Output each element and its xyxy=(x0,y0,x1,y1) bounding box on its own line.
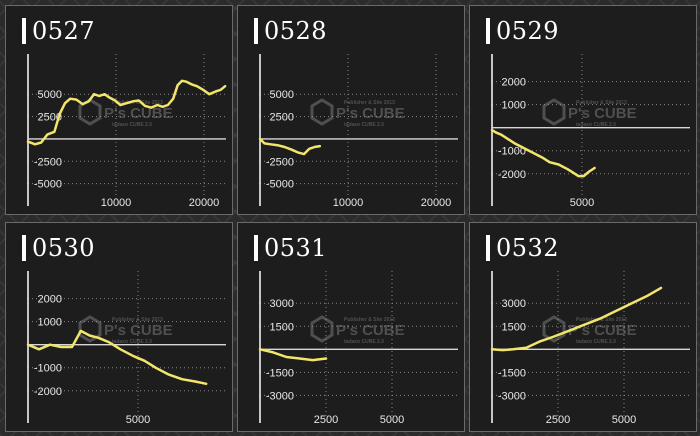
chart-title: 0529 xyxy=(496,17,560,45)
y-tick-label: -2000 xyxy=(498,169,526,181)
y-tick-label: 2000 xyxy=(38,294,62,306)
y-tick-label: -2000 xyxy=(34,386,62,398)
chart-title: 0531 xyxy=(264,234,328,262)
x-tick-label: 10000 xyxy=(101,197,132,209)
series-line xyxy=(490,128,596,178)
watermark-brand: P's CUBE xyxy=(336,105,405,122)
x-tick-label: 2500 xyxy=(314,414,338,426)
watermark-brand: P's CUBE xyxy=(568,322,637,339)
y-tick-label: -2500 xyxy=(34,156,62,168)
panel-0527: 0527 P's CUBE Publisher & Site 2013 tadaso… xyxy=(5,5,233,215)
watermark-brand: P's CUBE xyxy=(104,105,173,122)
y-tick-label: 2000 xyxy=(502,77,526,89)
watermark-line1: Publisher & Site 2013 xyxy=(576,317,627,323)
x-tick-label: 5000 xyxy=(380,414,404,426)
series-line xyxy=(26,329,208,386)
series-line xyxy=(258,348,328,362)
y-tick-label: -3000 xyxy=(498,390,526,402)
chart-title: 0528 xyxy=(264,17,328,45)
panel-0528: 0528 P's CUBE Publisher & Site 2013 tadaso… xyxy=(237,5,465,215)
y-tick-label: 1500 xyxy=(270,321,294,333)
watermark-brand: P's CUBE xyxy=(104,322,173,339)
watermark-line2: tadaso CUBE 2.0 xyxy=(344,122,384,128)
y-tick-label: -1500 xyxy=(498,367,526,379)
y-tick-label: -2500 xyxy=(266,156,294,168)
title-bar-icon xyxy=(486,18,490,44)
y-tick-label: -1000 xyxy=(498,146,526,158)
watermark-brand: P's CUBE xyxy=(568,105,637,122)
y-tick-label: 2500 xyxy=(270,112,294,124)
watermark-line1: Publisher & Site 2013 xyxy=(112,100,163,106)
watermark-cube-icon xyxy=(310,315,334,343)
panel-0531: 0531 P's CUBE Publisher & Site 2013 tadaso… xyxy=(237,222,465,432)
chart-title: 0532 xyxy=(496,234,560,262)
x-tick-label: 10000 xyxy=(333,197,364,209)
x-tick-label: 20000 xyxy=(421,197,452,209)
title-bar-icon xyxy=(254,18,258,44)
title-bar-icon xyxy=(254,235,258,261)
y-tick-label: 1500 xyxy=(502,321,526,333)
y-tick-label: 1000 xyxy=(502,100,526,112)
title-bar-icon xyxy=(486,235,490,261)
watermark-cube-icon xyxy=(542,315,566,343)
y-tick-label: -5000 xyxy=(34,179,62,191)
panel-0532: 0532 P's CUBE Publisher & Site 2013 tadaso… xyxy=(469,222,697,432)
title-bar-icon xyxy=(22,235,26,261)
y-tick-label: 2500 xyxy=(38,112,62,124)
y-tick-label: 3000 xyxy=(270,298,294,310)
y-tick-label: -1500 xyxy=(266,367,294,379)
y-tick-label: 1000 xyxy=(38,317,62,329)
watermark-cube-icon xyxy=(78,315,102,343)
y-tick-label: 5000 xyxy=(38,89,62,101)
watermark-cube-icon xyxy=(310,98,334,126)
chart-title: 0527 xyxy=(32,17,96,45)
watermark-line1: Publisher & Site 2013 xyxy=(344,317,395,323)
watermark-line2: tadaso CUBE 2.0 xyxy=(112,122,152,128)
series-line xyxy=(490,286,663,352)
y-tick-label: -1000 xyxy=(34,363,62,375)
watermark-line1: Publisher & Site 2013 xyxy=(344,100,395,106)
watermark-line1: Publisher & Site 2013 xyxy=(576,100,627,106)
y-tick-label: 5000 xyxy=(270,89,294,101)
x-tick-label: 20000 xyxy=(189,197,220,209)
chart-title: 0530 xyxy=(32,234,96,262)
watermark-brand: P's CUBE xyxy=(336,322,405,339)
y-tick-label: -5000 xyxy=(266,179,294,191)
watermark-line2: tadaso CUBE 2.0 xyxy=(112,339,152,345)
series-line xyxy=(26,79,227,146)
watermark-line2: tadaso CUBE 2.0 xyxy=(576,339,616,345)
y-tick-label: -3000 xyxy=(266,390,294,402)
watermark-line2: tadaso CUBE 2.0 xyxy=(344,339,384,345)
x-tick-label: 5000 xyxy=(612,414,636,426)
panel-0530: 0530 P's CUBE Publisher & Site 2013 tadaso… xyxy=(5,222,233,432)
x-tick-label: 2500 xyxy=(546,414,570,426)
x-tick-label: 5000 xyxy=(126,414,150,426)
x-tick-label: 5000 xyxy=(570,197,594,209)
series-line xyxy=(258,137,322,156)
watermark-cube-icon xyxy=(542,98,566,126)
y-tick-label: 3000 xyxy=(502,298,526,310)
title-bar-icon xyxy=(22,18,26,44)
panel-0529: 0529 P's CUBE Publisher & Site 2013 tadaso… xyxy=(469,5,697,215)
watermark-line2: tadaso CUBE 2.0 xyxy=(576,122,616,128)
